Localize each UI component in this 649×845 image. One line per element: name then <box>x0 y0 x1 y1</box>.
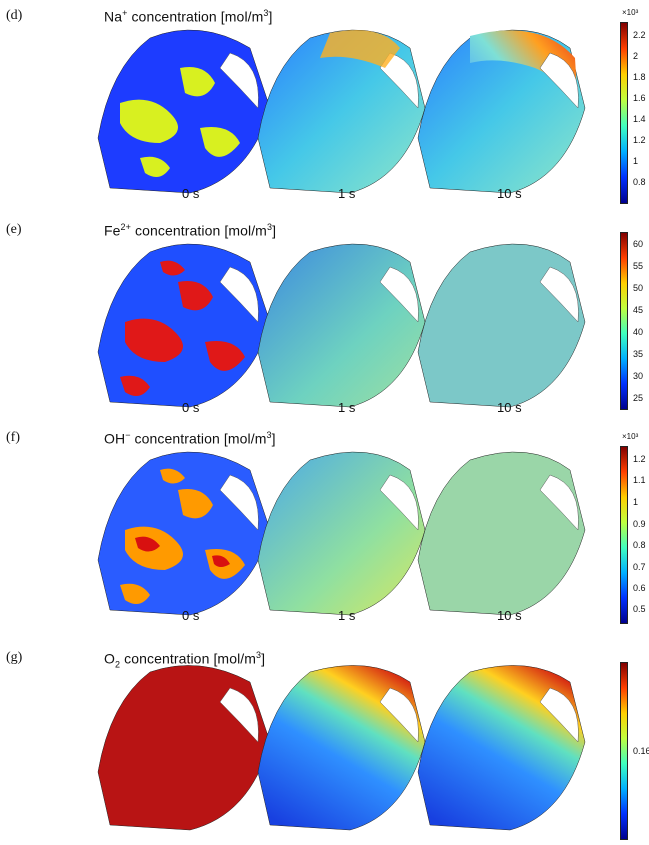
simulation-renders <box>97 451 586 616</box>
colorbar-tick: 50 <box>633 283 644 293</box>
simulation-renders <box>97 29 586 194</box>
colorbar-tick: 0.5 <box>633 604 646 614</box>
colorbar-tick: 1.6 <box>633 93 646 103</box>
panel-e: (e) Fe2+ concentration [mol/m3] 0 s 1 s … <box>0 222 649 432</box>
time-label: 0 s <box>182 400 200 415</box>
colorbar <box>620 232 628 410</box>
time-label: 0 s <box>182 186 200 201</box>
colorbar-tick: 40 <box>633 327 644 337</box>
time-label: 0 s <box>182 608 200 623</box>
render-1s <box>257 243 426 408</box>
colorbar-tick: 1.1 <box>633 475 646 485</box>
time-label: 1 s <box>338 608 356 623</box>
render-0s <box>97 665 271 831</box>
colorbar <box>620 662 628 840</box>
colorbar <box>620 22 628 204</box>
colorbar-multiplier: ×10³ <box>622 8 639 17</box>
render-0s <box>97 243 271 408</box>
colorbar-tick: 0.7 <box>633 562 646 572</box>
colorbar-tick: 55 <box>633 261 644 271</box>
colorbar-tick: 0.6 <box>633 583 646 593</box>
colorbar-tick: 0.8 <box>633 540 646 550</box>
panel-label: (g) <box>6 650 23 665</box>
simulation-renders <box>97 243 586 408</box>
panel-title: Fe2+ concentration [mol/m3] <box>104 222 277 239</box>
render-0s <box>97 29 271 194</box>
colorbar-tick: 1 <box>633 156 639 166</box>
colorbar-multiplier: ×10³ <box>622 432 639 441</box>
panel-label: (f) <box>6 430 20 445</box>
render-10s <box>417 665 586 831</box>
colorbar-tick: 2.2 <box>633 30 646 40</box>
colorbar-tick: 1.8 <box>633 72 646 82</box>
colorbar-tick: 60 <box>633 239 644 249</box>
time-label: 1 s <box>338 186 356 201</box>
simulation-renders <box>97 665 586 831</box>
render-1s <box>257 665 426 831</box>
render-1s <box>257 29 426 194</box>
time-label: 10 s <box>497 608 522 623</box>
render-1s <box>257 451 426 616</box>
render-0s <box>97 451 271 616</box>
colorbar <box>620 446 628 624</box>
panel-title: O2 concentration [mol/m3] <box>104 650 266 670</box>
render-10s <box>417 451 586 616</box>
panel-title: Na+ concentration [mol/m3] <box>104 8 273 25</box>
colorbar-tick: 35 <box>633 349 644 359</box>
panel-g: (g) O2 concentration [mol/m3] 0.16 <box>0 650 649 845</box>
colorbar-tick: 2 <box>633 51 639 61</box>
colorbar-tick: 0.16 <box>633 746 649 756</box>
colorbar-tick: 45 <box>633 305 644 315</box>
panel-title: OH− concentration [mol/m3] <box>104 430 276 447</box>
colorbar-tick: 1.2 <box>633 454 646 464</box>
time-label: 1 s <box>338 400 356 415</box>
panel-f: (f) OH− concentration [mol/m3] 0 s 1 s 1… <box>0 430 649 640</box>
panel-label: (d) <box>6 8 23 23</box>
time-label: 10 s <box>497 186 522 201</box>
time-label: 10 s <box>497 400 522 415</box>
colorbar-tick: 1 <box>633 497 639 507</box>
panel-d: (d) Na+ concentration [mol/m3] 0 s 1 s 1… <box>0 8 649 218</box>
colorbar-tick: 25 <box>633 393 644 403</box>
colorbar-tick: 30 <box>633 371 644 381</box>
render-10s <box>417 29 586 194</box>
colorbar-tick: 0.8 <box>633 177 646 187</box>
colorbar-tick: 1.4 <box>633 114 646 124</box>
colorbar-tick: 0.9 <box>633 519 646 529</box>
render-10s <box>417 243 586 408</box>
colorbar-tick: 1.2 <box>633 135 646 145</box>
panel-label: (e) <box>6 222 22 237</box>
